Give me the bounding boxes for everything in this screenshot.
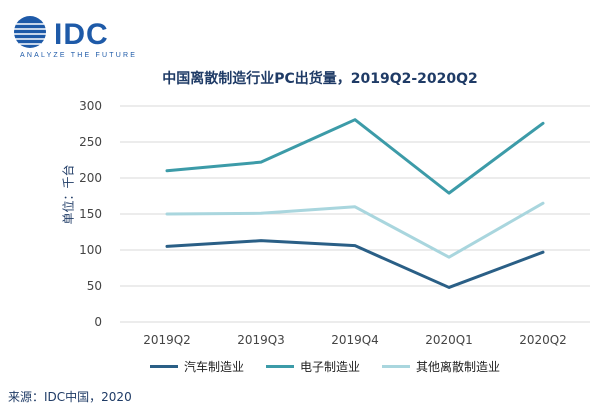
legend-label: 汽车制造业: [184, 360, 245, 374]
idc-logo: IDC ANALYZE THE FUTURE: [8, 10, 138, 59]
logo-tagline: ANALYZE THE FUTURE: [20, 52, 138, 59]
globe-icon: [14, 16, 46, 48]
y-tick-label: 150: [79, 207, 102, 221]
logo-text: IDC: [54, 18, 109, 51]
y-tick-label: 300: [79, 99, 102, 113]
series-line: [165, 239, 545, 289]
legend-label: 电子制造业: [300, 360, 361, 374]
legend-item: 其他离散制造业: [382, 358, 500, 375]
x-tick-label: 2019Q2: [143, 333, 191, 347]
series-line: [165, 118, 545, 195]
y-tick-label: 50: [87, 279, 102, 293]
source-note: 来源：IDC中国，2020: [8, 390, 132, 404]
x-tick-label: 2020Q2: [519, 333, 567, 347]
chart-title: 中国离散制造行业PC出货量，2019Q2-2020Q2: [162, 71, 478, 87]
legend-swatch: [266, 365, 295, 368]
x-tick-label: 2019Q4: [331, 333, 379, 347]
y-tick-label: 100: [79, 243, 102, 257]
legend-item: 电子制造业: [266, 358, 360, 375]
x-tick-label: 2020Q1: [425, 333, 473, 347]
y-tick-label: 200: [79, 171, 102, 185]
legend-label: 其他离散制造业: [416, 360, 501, 374]
legend-swatch: [150, 365, 178, 368]
legend: 汽车制造业 电子制造业 其他离散制造业: [150, 358, 500, 375]
y-tick-label: 250: [79, 135, 102, 149]
x-tick-label: 2019Q3: [237, 333, 285, 347]
legend-item: 汽车制造业: [150, 358, 244, 375]
series-line: [165, 201, 545, 259]
y-tick-label: 0: [94, 315, 102, 329]
legend-swatch: [382, 365, 411, 368]
